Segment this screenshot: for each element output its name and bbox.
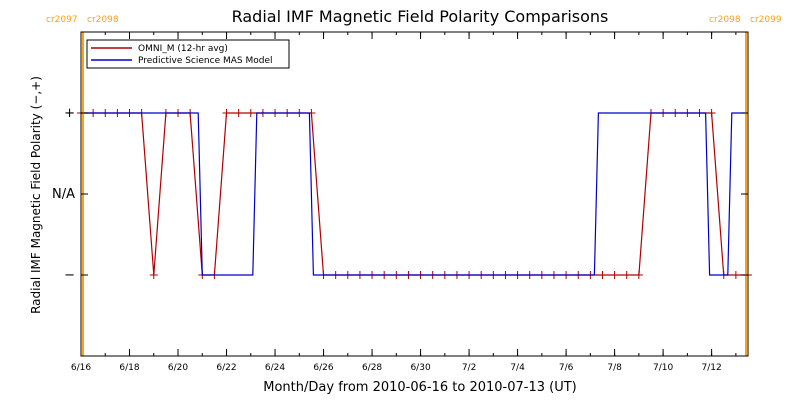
data-point [234, 109, 243, 117]
carrington-label-right-2: cr2099 [750, 15, 782, 25]
legend: OMNI_M (12-hr avg) Predictive Science MA… [86, 39, 290, 69]
data-point [707, 109, 716, 117]
x-tick-label: 6/26 [313, 363, 333, 373]
x-tick-label: 6/24 [265, 363, 285, 373]
x-tick-label: 7/8 [607, 363, 622, 373]
y-tick-label: N/A [52, 187, 75, 202]
x-tick-label: 6/16 [71, 363, 91, 373]
x-tick-label: 6/28 [362, 363, 382, 373]
data-point [598, 271, 607, 279]
data-point [246, 109, 255, 117]
y-tick-label: + [64, 106, 75, 121]
x-tick-label: 6/30 [410, 363, 430, 373]
x-tick-label: 6/20 [168, 363, 188, 373]
carrington-label-left-1: cr2097 [46, 15, 78, 25]
carrington-label-left-2: cr2098 [709, 15, 741, 25]
y-axis-label: Radial IMF Magnetic Field Polarity (−,+) [29, 76, 43, 314]
chart-title: Radial IMF Magnetic Field Polarity Compa… [232, 7, 609, 26]
legend-label-mas: Predictive Science MAS Model [138, 56, 273, 66]
carrington-label-right-1: cr2098 [87, 15, 119, 25]
x-tick-label: 7/4 [510, 363, 525, 373]
data-point [634, 271, 643, 279]
x-tick-label: 6/18 [119, 363, 139, 373]
x-tick-label: 7/10 [653, 363, 673, 373]
data-point [622, 271, 631, 279]
data-point [731, 271, 740, 279]
legend-label-omni: OMNI_M (12-hr avg) [138, 44, 228, 54]
x-tick-label: 7/12 [702, 363, 722, 373]
x-tick-label: 7/6 [559, 363, 574, 373]
data-point [222, 109, 231, 117]
series-line-mas [81, 112, 748, 276]
x-tick-label: 6/22 [216, 363, 236, 373]
data-point [149, 271, 158, 279]
x-tick-label: 7/2 [462, 363, 476, 373]
x-axis-label: Month/Day from 2010-06-16 to 2010-07-13 … [263, 380, 576, 395]
data-point [610, 271, 619, 279]
legend-box [86, 39, 290, 69]
y-tick-label: − [64, 268, 75, 283]
